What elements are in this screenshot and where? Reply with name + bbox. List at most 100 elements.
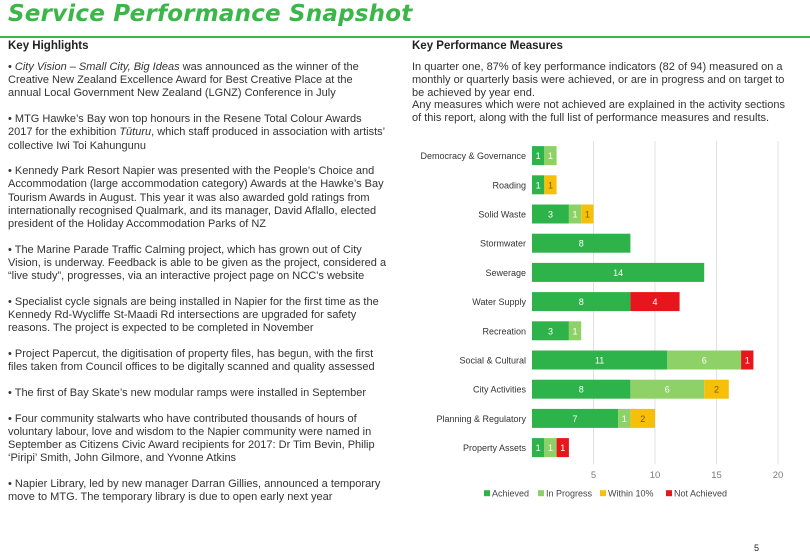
bar-segment <box>704 379 729 399</box>
data-label: 4 <box>652 297 657 307</box>
category-label: Recreation <box>482 326 526 336</box>
highlight-text: The Marine Parade Traffic Calming projec… <box>8 243 387 283</box>
legend-swatch <box>484 490 490 497</box>
bar-segment <box>544 146 557 166</box>
highlight-italic-text: City Vision – Small City, Big Ideas <box>14 61 180 73</box>
bar-segment <box>630 379 705 399</box>
x-tick-label: 10 <box>650 470 661 481</box>
highlight-item: • Project Papercut, the digitisation of … <box>8 347 375 374</box>
legend-label: In Progress <box>546 489 593 499</box>
category-label: Water Supply <box>472 297 526 307</box>
data-label: 3 <box>548 210 553 220</box>
highlight-text: MTG Hawke’s Bay won top honours in the R… <box>8 113 362 139</box>
key-highlights-list: • City Vision – Small City, Big Ideas wa… <box>8 61 388 517</box>
bar-segment <box>532 408 619 428</box>
highlight-item: • City Vision – Small City, Big Ideas wa… <box>8 61 359 100</box>
legend-swatch <box>666 490 672 497</box>
data-label: 2 <box>640 414 645 424</box>
data-label: 1 <box>745 356 750 366</box>
highlight-text: Specialist cycle signals are being insta… <box>8 295 379 335</box>
kpi-summary: In quarter one, 87% of key performance i… <box>412 61 792 125</box>
data-label: 14 <box>613 268 623 278</box>
bar-segment <box>532 350 668 370</box>
bar-segment <box>532 146 545 166</box>
legend-label: Achieved <box>492 489 529 499</box>
data-label: 1 <box>536 151 541 161</box>
highlight-item: • The Marine Parade Traffic Calming proj… <box>8 243 387 283</box>
data-label: 8 <box>579 297 584 307</box>
title-divider <box>0 36 810 38</box>
highlight-text: Four community stalwarts who have contri… <box>8 412 375 465</box>
page-title: Service Performance Snapshot <box>8 1 413 27</box>
highlight-text: Kennedy Park Resort Napier was presented… <box>8 165 384 231</box>
category-label: Solid Waste <box>478 210 526 220</box>
data-label: 1 <box>548 443 553 453</box>
kpi-paragraph-1: In quarter one, 87% of key performance i… <box>412 61 785 99</box>
data-label: 6 <box>665 385 670 395</box>
data-label: 7 <box>573 414 578 424</box>
highlight-text: Project Papercut, the digitisation of pr… <box>8 347 375 374</box>
bar-segment <box>532 204 569 224</box>
highlight-text: , which staff produced in association wi… <box>8 126 385 152</box>
bar-segment <box>544 175 557 195</box>
data-label: 3 <box>548 326 553 336</box>
data-label: 1 <box>560 443 565 453</box>
kpi-paragraph-2: Any measures which were not achieved are… <box>412 99 785 125</box>
highlight-item: • Four community stalwarts who have cont… <box>8 412 375 465</box>
bar-segment <box>532 175 545 195</box>
bar-segment <box>568 321 582 341</box>
data-label: 8 <box>579 385 584 395</box>
category-label: Property Assets <box>463 443 527 453</box>
data-label: 1 <box>573 326 578 336</box>
bar-segment <box>667 350 742 370</box>
bar-segment <box>532 379 631 399</box>
legend-swatch <box>600 490 606 497</box>
highlight-text: Napier Library, led by new manager Darra… <box>8 477 381 504</box>
category-label: Democracy & Governance <box>420 151 526 161</box>
highlight-item: • Napier Library, led by new manager Dar… <box>8 477 381 504</box>
category-label: Sewerage <box>485 268 526 278</box>
data-label: 1 <box>573 210 578 220</box>
bar-segment <box>556 438 569 458</box>
bar-segment <box>630 292 680 312</box>
bar-segment <box>618 408 631 428</box>
data-label: 1 <box>585 210 590 220</box>
legend-label: Not Achieved <box>674 489 727 499</box>
x-tick-label: 5 <box>591 470 596 481</box>
bar-segment <box>532 438 545 458</box>
data-label: 1 <box>548 180 553 190</box>
x-tick-label: 20 <box>773 470 784 481</box>
category-label: Roading <box>492 180 526 190</box>
legend-swatch <box>538 490 544 497</box>
highlight-item: • MTG Hawke’s Bay won top honours in the… <box>8 113 385 152</box>
data-label: 1 <box>536 180 541 190</box>
bar-segment <box>741 350 754 370</box>
category-label: Social & Cultural <box>459 356 526 366</box>
bar-segment <box>568 204 582 224</box>
category-label: Stormwater <box>480 239 526 249</box>
category-label: City Activities <box>473 385 527 395</box>
data-label: 1 <box>622 414 627 424</box>
highlight-item: • Kennedy Park Resort Napier was present… <box>8 165 384 231</box>
highlight-text: was announced as the winner of the Creat… <box>8 61 359 100</box>
highlight-text: The first of Bay Skate’s new modular ram… <box>14 386 367 399</box>
highlight-item: • The first of Bay Skate’s new modular r… <box>8 386 367 399</box>
data-label: 6 <box>702 356 707 366</box>
data-label: 8 <box>579 239 584 249</box>
data-label: 2 <box>714 385 719 395</box>
bar-segment <box>630 408 655 428</box>
data-label: 1 <box>548 151 553 161</box>
bar-segment <box>581 204 594 224</box>
bar-segment <box>532 292 631 312</box>
highlight-italic-text: Tūturu <box>119 126 152 139</box>
key-highlights-heading: Key Highlights <box>8 40 89 52</box>
bar-segment <box>532 262 705 282</box>
bar-segment <box>544 438 557 458</box>
page-number: 5 <box>754 543 760 553</box>
data-label: 11 <box>595 356 604 366</box>
bar-segment <box>532 321 569 341</box>
key-performance-heading: Key Performance Measures <box>412 40 563 52</box>
data-label: 1 <box>536 443 541 453</box>
highlight-item: • Specialist cycle signals are being ins… <box>8 295 379 335</box>
